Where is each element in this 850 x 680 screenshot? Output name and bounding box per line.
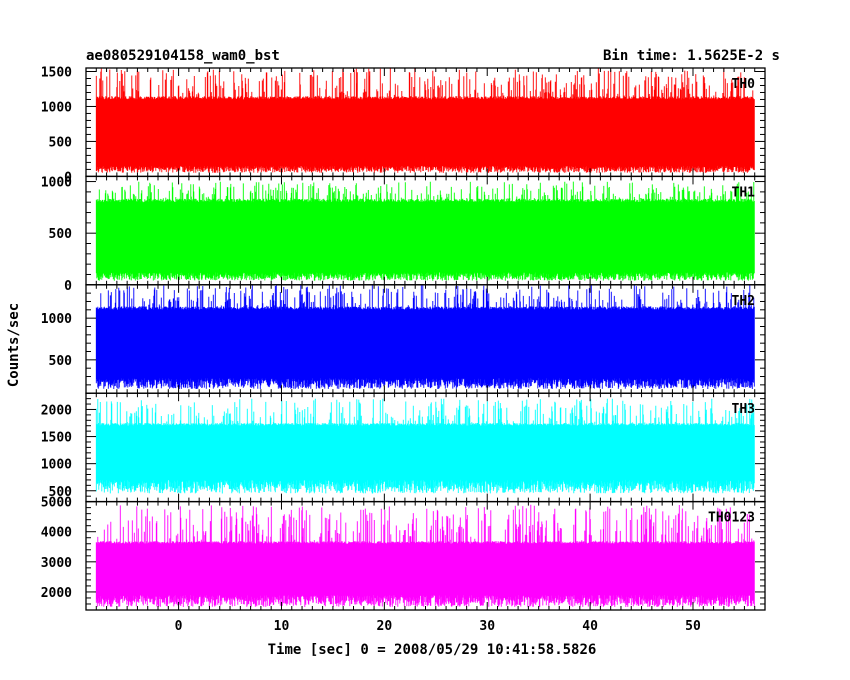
y-tick-label: 1500 [41, 431, 72, 446]
y-tick-label: 5000 [41, 496, 72, 511]
y-tick-label: 1000 [41, 312, 72, 327]
y-tick-label: 1000 [41, 458, 72, 473]
y-tick-label: 3000 [41, 556, 72, 571]
panel-th0123: TH0123 2000 3000 4000 5000 [41, 496, 766, 611]
x-axis-label: Time [sec] 0 = 2008/05/29 10:41:58.5826 [268, 642, 597, 658]
x-tick-label: 40 [582, 619, 598, 634]
panel-label: TH0123 [708, 511, 755, 526]
x-tick-label: 20 [377, 619, 393, 634]
series-trace-th1 [95, 181, 755, 281]
panel-label: TH2 [732, 294, 755, 309]
y-tick-label: 500 [49, 485, 73, 500]
x-tick-label: 30 [479, 619, 495, 634]
x-tick-label: 50 [685, 619, 701, 634]
y-tick-label: 500 [49, 135, 73, 150]
y-tick-label: 500 [49, 354, 73, 369]
panel-th0: TH0 0 500 1000 1500 [41, 65, 766, 185]
panel-th1: TH1 0 500 1000 [41, 176, 766, 294]
y-tick-label: 500 [49, 227, 73, 242]
series-trace-th2 [95, 284, 755, 389]
y-tick-label: 1500 [41, 65, 72, 80]
y-tick-label: 1000 [41, 100, 72, 115]
y-tick-label: 1000 [41, 176, 72, 191]
y-tick-label: 0 [64, 279, 72, 294]
panel-label: TH3 [732, 402, 755, 417]
series-trace-th3 [95, 398, 755, 494]
chart-title-left: ae080529104158_wam0_bst [86, 48, 280, 64]
x-tick-label: 10 [274, 619, 290, 634]
panel-label: TH0 [732, 77, 756, 92]
series-trace-th0123 [95, 504, 755, 607]
y-tick-label: 4000 [41, 526, 72, 541]
panel-th2: TH2 500 1000 [41, 284, 766, 394]
panel-th3: TH3 500 1000 1500 2000 [41, 392, 766, 503]
chart-title-right: Bin time: 1.5625E-2 s [603, 48, 780, 64]
y-axis-label: Counts/sec [6, 303, 22, 387]
panel-label: TH1 [732, 185, 756, 200]
y-tick-label: 0 [64, 170, 72, 185]
y-tick-label: 2000 [41, 586, 72, 601]
y-tick-label: 2000 [41, 403, 72, 418]
x-tick-label: 0 [175, 619, 183, 634]
series-trace-th0 [95, 68, 755, 173]
